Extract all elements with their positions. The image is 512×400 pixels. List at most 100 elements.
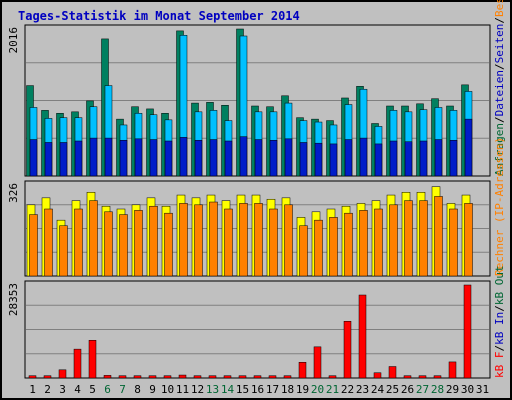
bar-seiten (374, 143, 383, 177)
bar-seiten (389, 140, 398, 177)
bar-besuche (59, 225, 68, 277)
bar-kb-f (238, 375, 247, 379)
bar-seiten (29, 139, 38, 177)
legend-entry: / (493, 63, 506, 70)
day-label: 7 (119, 383, 126, 396)
bar-seiten (299, 142, 308, 177)
bar-besuche (329, 217, 338, 277)
bar-seiten (464, 118, 473, 177)
bar-kb-f (193, 375, 202, 379)
bar-kb-f (268, 375, 277, 379)
bar-besuche (374, 208, 383, 277)
bar-besuche (179, 203, 188, 277)
bar-besuche (344, 212, 353, 277)
bar-kb-f (463, 284, 472, 379)
day-label: 22 (341, 383, 354, 396)
bar-seiten (239, 136, 248, 177)
bar-kb-f (403, 375, 412, 379)
bar-seiten (164, 140, 173, 177)
legend-entry: kB Out (493, 265, 506, 305)
bar-seiten (179, 137, 188, 177)
day-label: 30 (461, 383, 474, 396)
bar-besuche (389, 204, 398, 277)
day-label: 9 (149, 383, 156, 396)
day-label: 27 (416, 383, 429, 396)
day-label: 25 (386, 383, 399, 396)
legend-entry: Rechner (IP-Adressen) (493, 137, 506, 276)
day-label: 20 (311, 383, 324, 396)
bar-besuche (134, 210, 143, 277)
bar-kb-f (448, 361, 457, 379)
legend-entry: / (493, 17, 506, 24)
bar-seiten (59, 142, 68, 177)
bar-kb-f (223, 375, 232, 379)
bar-besuche (119, 214, 128, 277)
bar-seiten (329, 143, 338, 177)
bar-kb-f (283, 375, 292, 379)
day-label: 28 (431, 383, 444, 396)
bar-besuche (209, 201, 218, 277)
bar-seiten (224, 140, 233, 177)
day-label: 11 (176, 383, 189, 396)
bar-seiten (434, 139, 443, 177)
legend-entry: / (493, 116, 506, 123)
bar-seiten (359, 137, 368, 177)
bar-kb-f (88, 340, 97, 379)
day-label: 26 (401, 383, 414, 396)
bar-seiten (89, 137, 98, 177)
legend-entry: / (493, 345, 506, 352)
day-label: 5 (89, 383, 96, 396)
bottom-y-max-label: 28353 (7, 283, 20, 316)
day-label: 15 (236, 383, 249, 396)
legend-entry: Seiten (493, 24, 506, 64)
bar-kb-f (118, 375, 127, 379)
legend-entry: kB In (493, 312, 506, 345)
bar-kb-f (208, 375, 217, 379)
bar-seiten (254, 139, 263, 177)
bar-kb-f (148, 375, 157, 379)
bar-kb-f (253, 375, 262, 379)
bar-seiten (404, 141, 413, 177)
bar-kb-f (433, 375, 442, 379)
bar-besuche (359, 210, 368, 277)
bar-besuche (419, 200, 428, 277)
bar-seiten (314, 142, 323, 177)
bar-besuche (194, 204, 203, 277)
bar-besuche (269, 208, 278, 277)
top-legend: Anfragen/Dateien/Seiten/Besuche (493, 0, 506, 176)
bar-besuche (74, 208, 83, 277)
day-label: 31 (476, 383, 489, 396)
day-label: 16 (251, 383, 264, 396)
bar-kb-f (58, 369, 67, 379)
bar-seiten (119, 140, 128, 177)
bar-kb-f (328, 375, 337, 379)
day-label: 2 (44, 383, 51, 396)
bar-besuche (254, 203, 263, 277)
bar-besuche (434, 196, 443, 277)
bar-kb-f (373, 372, 382, 379)
day-label: 23 (356, 383, 369, 396)
bar-kb-f (178, 374, 187, 379)
day-label: 1 (29, 383, 36, 396)
bar-besuche (449, 208, 458, 277)
bar-kb-f (133, 375, 142, 379)
day-label: 14 (221, 383, 235, 396)
bar-kb-f (388, 366, 397, 379)
day-label: 19 (296, 383, 309, 396)
bar-besuche (164, 212, 173, 277)
day-label: 29 (446, 383, 459, 396)
day-label: 24 (371, 383, 385, 396)
bar-seiten (449, 140, 458, 177)
bar-besuche (44, 208, 53, 277)
bar-besuche (284, 204, 293, 277)
bar-kb-f (43, 375, 52, 379)
bottom-legend: kB F/kB In/kB Out (493, 265, 506, 378)
day-label: 4 (74, 383, 81, 396)
day-label: 12 (191, 383, 204, 396)
bar-seiten (194, 140, 203, 177)
bar-seiten (209, 139, 218, 177)
bar-besuche (314, 219, 323, 277)
bar-kb-f (103, 375, 112, 379)
bar-kb-f (313, 346, 322, 379)
